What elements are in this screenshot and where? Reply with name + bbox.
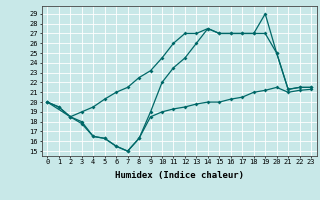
X-axis label: Humidex (Indice chaleur): Humidex (Indice chaleur) xyxy=(115,171,244,180)
